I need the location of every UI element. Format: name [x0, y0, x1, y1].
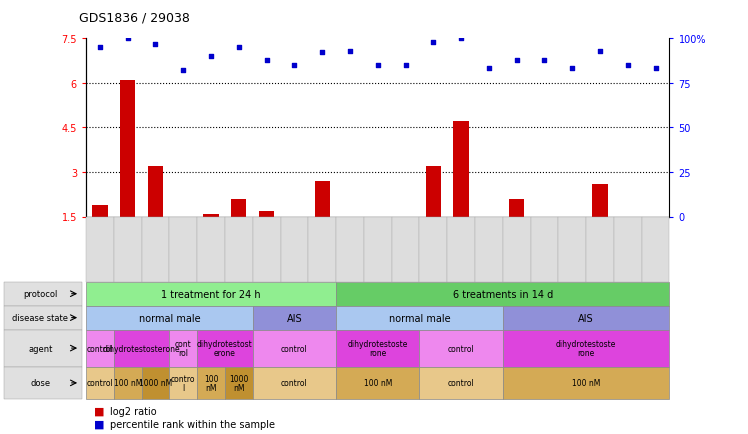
Text: control: control: [87, 344, 113, 353]
Text: GDS1836 / 29038: GDS1836 / 29038: [79, 12, 189, 25]
Text: control: control: [87, 378, 113, 388]
Text: control: control: [281, 378, 307, 388]
Text: normal male: normal male: [138, 313, 200, 323]
Text: dihydrotestosterone: dihydrotestosterone: [102, 344, 180, 353]
Bar: [314, 181, 330, 217]
Text: 1000
nM: 1000 nM: [229, 374, 248, 392]
Point: [233, 45, 245, 52]
Bar: [509, 199, 524, 217]
Text: agent: agent: [28, 344, 52, 353]
Text: dihydrotestoste
rone: dihydrotestoste rone: [348, 339, 408, 358]
Text: dihydrotestost
erone: dihydrotestost erone: [197, 339, 253, 358]
Point: [455, 36, 467, 43]
Text: 100 nM: 100 nM: [364, 378, 392, 388]
Text: control: control: [281, 344, 307, 353]
Point: [566, 66, 578, 73]
Point: [122, 36, 134, 43]
Point: [594, 48, 606, 55]
Text: ■: ■: [94, 406, 104, 416]
Text: AIS: AIS: [578, 313, 594, 323]
Point: [205, 53, 217, 60]
Point: [289, 62, 301, 69]
Text: 6 treatments in 14 d: 6 treatments in 14 d: [453, 289, 553, 299]
Text: contro
l: contro l: [171, 374, 195, 392]
Text: dihydrotestoste
rone: dihydrotestoste rone: [556, 339, 616, 358]
Point: [372, 62, 384, 69]
Point: [344, 48, 356, 55]
Point: [539, 57, 551, 64]
Point: [483, 66, 495, 73]
Point: [427, 39, 439, 46]
Text: 100
nM: 100 nM: [203, 374, 218, 392]
Point: [649, 66, 661, 73]
Bar: [203, 214, 218, 217]
Text: cont
rol: cont rol: [175, 339, 191, 358]
Text: dose: dose: [31, 378, 50, 388]
Text: 100 nM: 100 nM: [572, 378, 601, 388]
Text: normal male: normal male: [389, 313, 450, 323]
Text: 1 treatment for 24 h: 1 treatment for 24 h: [162, 289, 261, 299]
Point: [260, 57, 272, 64]
Text: 100 nM: 100 nM: [114, 378, 142, 388]
Text: percentile rank within the sample: percentile rank within the sample: [110, 419, 275, 429]
Bar: [231, 199, 247, 217]
Bar: [259, 211, 275, 217]
Bar: [453, 122, 469, 217]
Bar: [92, 205, 108, 217]
Bar: [148, 167, 163, 217]
Point: [177, 68, 189, 75]
Point: [622, 62, 634, 69]
Text: control: control: [448, 378, 474, 388]
Point: [511, 57, 523, 64]
Bar: [120, 81, 135, 217]
Text: control: control: [448, 344, 474, 353]
Bar: [426, 167, 441, 217]
Text: disease state: disease state: [13, 313, 68, 322]
Point: [316, 50, 328, 57]
Point: [94, 45, 106, 52]
Text: AIS: AIS: [286, 313, 302, 323]
Text: protocol: protocol: [23, 289, 58, 299]
Point: [150, 41, 162, 48]
Point: [399, 62, 411, 69]
Text: ■: ■: [94, 419, 104, 429]
Bar: [592, 184, 607, 217]
Text: log2 ratio: log2 ratio: [110, 406, 156, 416]
Text: 1000 nM: 1000 nM: [139, 378, 172, 388]
